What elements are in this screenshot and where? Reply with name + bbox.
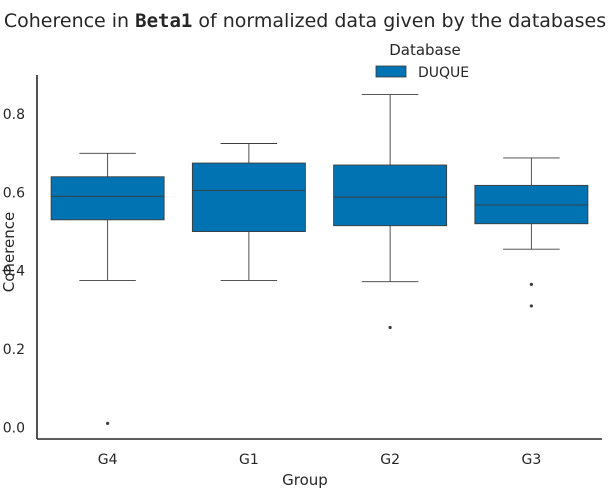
chart-title: Coherence in Beta1 of normalized data gi… bbox=[4, 10, 606, 32]
x-tick-label: G2 bbox=[380, 452, 400, 468]
iqr-box bbox=[333, 164, 448, 227]
box-G1 bbox=[191, 143, 306, 281]
legend-title: Database bbox=[389, 41, 461, 59]
chart-title-prefix: Coherence in bbox=[4, 10, 135, 32]
x-axis-label: Group bbox=[282, 471, 328, 489]
y-tick-label: 0.0 bbox=[3, 420, 25, 436]
y-tick-label: 0.4 bbox=[3, 264, 25, 280]
outlier-point bbox=[388, 325, 392, 330]
x-tick-label: G4 bbox=[98, 452, 118, 468]
box-G4 bbox=[50, 152, 165, 425]
iqr-box bbox=[50, 176, 165, 221]
box-G3 bbox=[474, 157, 589, 308]
outlier-point bbox=[529, 304, 533, 308]
outlier-point bbox=[529, 282, 533, 286]
x-tick-label: G3 bbox=[521, 452, 541, 468]
chart-title-code: Beta1 bbox=[135, 10, 192, 32]
x-tick-label: G1 bbox=[239, 452, 259, 468]
legend-swatch bbox=[375, 65, 407, 78]
x-axis: G4 G1 G2 G3 bbox=[37, 438, 602, 468]
y-tick-label: 0.6 bbox=[3, 185, 25, 201]
box-G2 bbox=[333, 94, 448, 330]
legend: Database DUQUE bbox=[375, 41, 469, 81]
outlier-point bbox=[106, 421, 110, 425]
y-tick-label: 0.8 bbox=[3, 107, 25, 123]
chart-title-suffix: of normalized data given by the database… bbox=[192, 10, 606, 32]
legend-entry-label: DUQUE bbox=[418, 65, 469, 81]
y-axis-label: Coherence bbox=[0, 212, 18, 292]
y-tick-label: 0.2 bbox=[3, 342, 25, 358]
plot-area bbox=[50, 94, 589, 425]
iqr-box bbox=[191, 162, 306, 233]
y-axis: 0.0 0.2 0.4 0.6 0.8 bbox=[3, 75, 38, 439]
